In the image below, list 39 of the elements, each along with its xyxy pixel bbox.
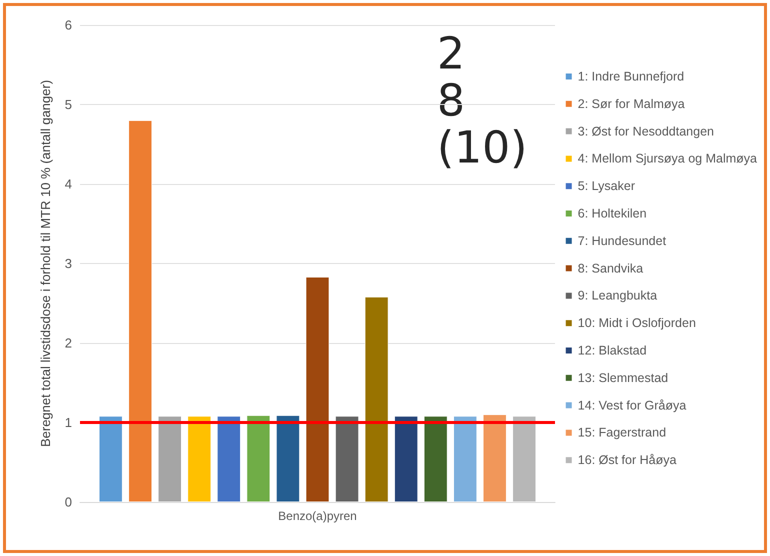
legend-label: 10: Midt i Oslofjorden xyxy=(578,316,696,330)
bar xyxy=(158,416,182,502)
bar xyxy=(483,414,506,502)
legend-label: 1: Indre Bunnefjord xyxy=(578,70,684,84)
bar xyxy=(306,277,330,502)
legend-label: 9: Leangbukta xyxy=(578,288,658,303)
legend-label: 8: Sandvika xyxy=(578,261,644,276)
bar xyxy=(394,416,418,502)
y-axis-title: Beregnet total livstidsdose i forhold til MTR 10 % (antall ganger) xyxy=(38,80,53,448)
legend-label: 6: Holtekilen xyxy=(578,206,647,220)
legend-label: 5: Lysaker xyxy=(578,179,635,194)
legend-label: 3: Øst for Nesoddtangen xyxy=(578,124,714,138)
legend-label: 15: Fagerstrand xyxy=(578,426,666,440)
y-tick-label: 5 xyxy=(64,97,72,112)
x-tick-label: Benzo(a)pyren xyxy=(278,509,357,523)
y-tick-label: 2 xyxy=(64,336,72,350)
y-tick-label: 1 xyxy=(64,415,72,430)
bar xyxy=(453,416,477,502)
bar xyxy=(128,120,152,502)
y-tick-label: 4 xyxy=(64,176,72,192)
bar xyxy=(246,415,270,502)
legend-label: 2: Sør for Malmøya xyxy=(578,96,685,111)
legend-label: 16: Øst for Håøya xyxy=(578,453,676,468)
bar xyxy=(99,416,122,502)
y-tick-label: 0 xyxy=(64,494,72,510)
bar xyxy=(424,416,448,502)
bar xyxy=(364,296,388,502)
bar xyxy=(188,416,212,502)
bar xyxy=(276,415,300,502)
bar xyxy=(335,416,359,502)
legend-label: 4: Mellom Sjursøya og Malmøya xyxy=(578,152,758,166)
legend-label: 14: Vest for Gråøya xyxy=(578,398,686,412)
y-tick-label: 6 xyxy=(64,18,72,32)
bar xyxy=(512,416,536,502)
legend-label: 13: Slemmestad xyxy=(578,370,668,385)
legend-label: 12: Blakstad xyxy=(578,344,647,358)
bar xyxy=(217,416,241,502)
legend-label: 7: Hundesundet xyxy=(578,234,667,248)
y-tick-label: 3 xyxy=(64,256,72,271)
